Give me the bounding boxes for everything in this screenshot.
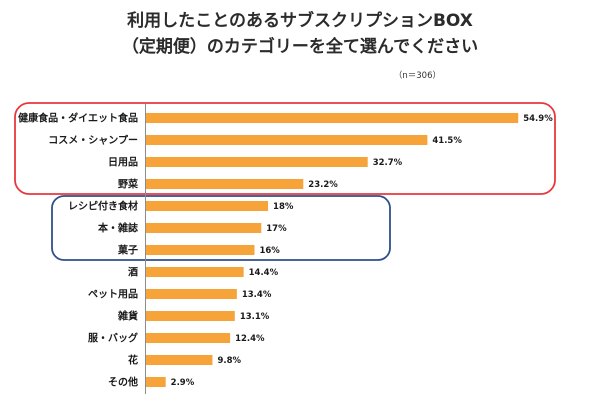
value-label-2: 41.5% xyxy=(432,136,462,146)
bar-1 xyxy=(146,113,519,123)
category-label-4: 野菜 xyxy=(118,178,139,191)
highlight-box-1 xyxy=(14,102,556,195)
category-label-5: レシピ付き食材 xyxy=(68,200,138,213)
bar-4 xyxy=(146,179,304,189)
value-label-10: 13.1% xyxy=(240,312,270,322)
category-label-8: 酒 xyxy=(128,266,138,279)
category-label-1: 健康食品・ダイエット食品 xyxy=(18,112,138,125)
category-label-10: 雑貨 xyxy=(117,310,138,323)
bar-3 xyxy=(146,157,368,167)
value-label-12: 9.8% xyxy=(217,356,241,366)
value-label-1: 54.9% xyxy=(523,114,553,124)
value-label-9: 13.4% xyxy=(242,290,272,300)
value-label-4: 23.2% xyxy=(308,180,338,190)
bar-6 xyxy=(146,223,262,233)
bar-2 xyxy=(146,135,428,145)
category-label-2: コスメ・シャンプー xyxy=(48,134,138,147)
category-label-13: その他 xyxy=(108,376,138,389)
bar-8 xyxy=(146,267,244,277)
value-label-6: 17% xyxy=(266,224,287,234)
bar-12 xyxy=(146,355,213,365)
bar-11 xyxy=(146,333,231,343)
bar-5 xyxy=(146,201,269,211)
bar-13 xyxy=(146,377,166,387)
value-label-8: 14.4% xyxy=(249,268,279,278)
value-label-5: 18% xyxy=(273,202,294,212)
value-label-11: 12.4% xyxy=(235,334,265,344)
value-label-13: 2.9% xyxy=(171,378,195,388)
sample-size-label: （n＝306） xyxy=(393,71,441,81)
bar-9 xyxy=(146,289,237,299)
category-label-11: 服・バッグ xyxy=(88,332,138,345)
category-label-9: ペット用品 xyxy=(88,289,138,301)
chart-title-line-1: 利用したことのあるサブスクリプションBOX xyxy=(127,11,473,31)
category-label-12: 花 xyxy=(128,354,138,367)
value-label-3: 32.7% xyxy=(373,158,403,168)
category-label-7: 菓子 xyxy=(117,244,138,257)
highlight-box-2 xyxy=(51,195,391,261)
category-label-6: 本・雑誌 xyxy=(98,222,138,235)
bar-10 xyxy=(146,311,235,321)
chart-title-line-2: （定期便）のカテゴリーを全て選んでください xyxy=(121,37,479,57)
bar-7 xyxy=(146,245,255,255)
value-label-7: 16% xyxy=(259,246,280,256)
category-label-3: 日用品 xyxy=(108,157,138,169)
